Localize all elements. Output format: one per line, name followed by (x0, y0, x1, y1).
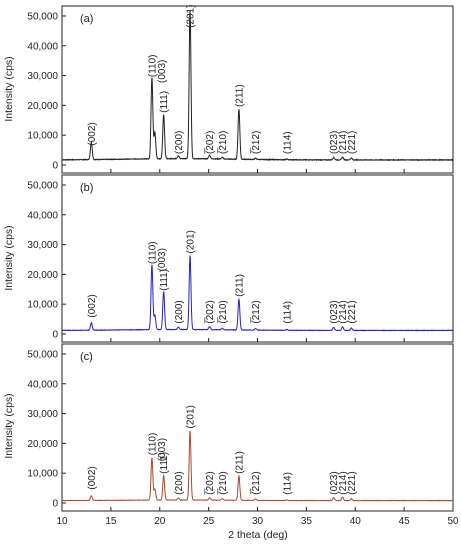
peak-label: (002) (87, 122, 98, 145)
peak-label: (023) (329, 471, 340, 494)
x-axis-title: 2 theta (deg) (228, 529, 288, 541)
y-axis-title-c: Intensity (cps) (3, 393, 15, 458)
peak-label: (̅210) (217, 131, 229, 154)
spectrum-line (61, 430, 454, 502)
peak-label: (111) (159, 269, 170, 291)
panel-label: (c) (80, 351, 93, 363)
peak-label: (211) (234, 84, 245, 107)
y-axis-title: Intensity (cps) (3, 56, 15, 121)
peak-label: (002) (87, 294, 98, 317)
x-tick-label: 15 (105, 516, 117, 527)
y-tick-label: 0 (52, 161, 58, 172)
peak-label: (002) (87, 466, 98, 489)
y-tick-label: 0 (52, 330, 58, 341)
y-axis-title-b: Intensity (cps) (3, 225, 15, 290)
y-tick-label: 30,000 (27, 240, 58, 251)
peak-label: (211) (234, 274, 245, 297)
y-tick-label: 10,000 (27, 300, 58, 311)
peak-label: (114) (282, 131, 293, 154)
panel-2: 0 10,000 20,000 30,000 40,000 50,000 (b) (002) (… (27, 174, 454, 343)
peak-label: (111) (159, 452, 170, 474)
peak-label: (214) (338, 131, 349, 154)
peak-label: (003) (157, 248, 168, 271)
spectrum-line (61, 10, 454, 162)
x-tick-label: 45 (399, 516, 411, 527)
peak-label: (114) (282, 472, 293, 495)
y-tick-label: 10,000 (27, 469, 58, 480)
peak-label: (201) (186, 5, 197, 28)
panels-group: 0 10,000 20,000 30,000 40,000 50,000 (a) (002) (… (27, 5, 459, 527)
y-tick-label: 10,000 (27, 131, 58, 142)
peak-label: (023) (329, 131, 340, 154)
peak-label: (200) (174, 300, 185, 323)
panel-label: (b) (80, 182, 93, 194)
y-tick-label: 20,000 (27, 270, 58, 281)
y-tick-label: 20,000 (27, 439, 58, 450)
peak-label: (110) (147, 241, 158, 264)
panel-3: 0 10,000 20,000 30,000 40,000 50,000 10 15 20 25 3… (27, 343, 459, 527)
y-tick-label: 50,000 (27, 180, 58, 191)
y-tick-label: 50,000 (27, 349, 58, 360)
spectrum-line (61, 255, 454, 332)
panel-label: (a) (80, 13, 93, 25)
x-tick-label: 25 (203, 516, 215, 527)
peak-label: (201) (186, 230, 197, 253)
peak-label: (003) (157, 438, 168, 461)
peak-label: (003) (157, 60, 168, 83)
x-tick-label: 35 (301, 516, 313, 527)
y-tick-label: 40,000 (27, 379, 58, 390)
peak-label: (̅212) (250, 300, 262, 323)
peak-label: (̅212) (250, 131, 262, 154)
peak-label: (221) (347, 300, 358, 323)
peak-label: (214) (338, 300, 349, 323)
peak-label: (̅202) (204, 300, 216, 323)
peak-label: (201) (186, 405, 197, 428)
peak-label: (̅212) (250, 471, 262, 494)
peak-label: (̅210) (217, 471, 229, 494)
y-tick-label: 30,000 (27, 409, 58, 420)
peak-label: (221) (347, 131, 358, 154)
peak-label: (200) (174, 131, 185, 154)
peak-label: (̅210) (217, 300, 229, 323)
y-tick-label: 30,000 (27, 71, 58, 82)
y-tick-label: 20,000 (27, 101, 58, 112)
x-tick-label: 10 (56, 516, 68, 527)
x-tick-label: 30 (252, 516, 264, 527)
peak-label: (023) (329, 300, 340, 323)
x-tick-label: 40 (350, 516, 362, 527)
y-tick-label: 50,000 (27, 11, 58, 22)
peak-label: (110) (147, 54, 158, 77)
peak-label: (110) (147, 433, 158, 456)
x-tick-label: 20 (154, 516, 166, 527)
peak-label: (200) (174, 471, 185, 494)
peak-label: (221) (347, 471, 358, 494)
peak-label: (̅202) (204, 131, 216, 154)
y-tick-label: 40,000 (27, 41, 58, 52)
y-tick-label: 40,000 (27, 210, 58, 221)
x-tick-label: 50 (447, 516, 459, 527)
panel-1: 0 10,000 20,000 30,000 40,000 50,000 (a) (002) (… (27, 5, 454, 174)
peak-label: (114) (282, 301, 293, 324)
peak-label: (111) (159, 91, 170, 113)
peak-label: (214) (338, 471, 349, 494)
peak-label: (̅202) (204, 471, 216, 494)
y-tick-label: 0 (52, 499, 58, 510)
peak-label: (211) (234, 451, 245, 474)
